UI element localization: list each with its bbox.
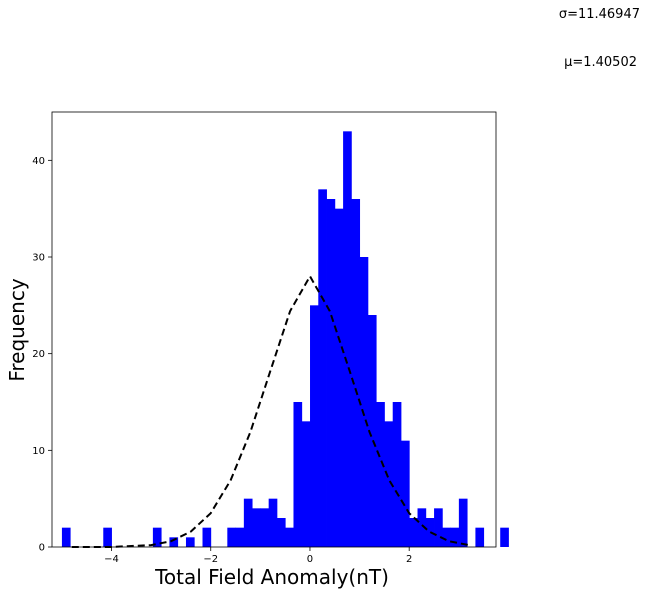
histogram-bars [61, 131, 509, 548]
y-tick-label: 0 [39, 543, 45, 554]
histogram-bar [384, 421, 394, 547]
histogram-bar [367, 315, 377, 547]
histogram-bar [235, 527, 245, 547]
histogram-bar [61, 527, 71, 547]
plot-frame [51, 111, 497, 548]
histogram-bar [500, 527, 509, 547]
histogram-bar [268, 498, 278, 547]
histogram-bar [293, 402, 303, 547]
histogram-bar [318, 189, 327, 548]
histogram-bar [285, 527, 294, 547]
histogram-bar [442, 527, 452, 547]
y-tick-label: 40 [32, 156, 45, 167]
y-axis-label: Frequency [5, 278, 29, 381]
histogram-bar [185, 537, 195, 547]
histogram-bar [260, 508, 270, 547]
x-tick-label: 0 [307, 554, 313, 565]
histogram-bar [400, 440, 410, 547]
x-tick-label: 2 [406, 554, 412, 565]
sigma-annotation: σ=11.46947 [559, 7, 640, 22]
histogram-bar [475, 527, 485, 547]
y-axis-ticks: 0 10 20 30 40 [32, 156, 52, 554]
histogram-bar [202, 527, 212, 547]
histogram-bar [301, 421, 311, 547]
mu-annotation: μ=1.40502 [564, 55, 637, 70]
y-tick-label: 30 [32, 253, 45, 264]
normal-fit-curve [71, 274, 469, 548]
x-tick-label: −4 [104, 554, 119, 565]
histogram-bar [169, 537, 179, 547]
histogram-bar [310, 305, 319, 547]
histogram-bar [152, 527, 162, 547]
histogram-bar [359, 257, 369, 547]
histogram-bar [409, 518, 418, 547]
histogram-bar [458, 498, 468, 547]
y-tick-label: 20 [32, 349, 45, 360]
histogram-bar [227, 527, 236, 547]
histogram-bar [392, 402, 402, 547]
histogram-bar [434, 508, 443, 547]
histogram-bar [103, 527, 112, 547]
histogram-bar [276, 518, 286, 547]
histogram-bar [252, 508, 261, 547]
histogram-bar [243, 498, 253, 547]
histogram-bar [450, 527, 460, 547]
x-axis-label: Total Field Anomaly(nT) [154, 565, 389, 589]
x-axis-ticks: −4 −2 0 2 [104, 547, 412, 565]
histogram-bar [343, 131, 352, 548]
histogram-bar [376, 402, 385, 547]
histogram-bar [351, 199, 361, 547]
histogram-bar [326, 199, 336, 547]
histogram-bar [334, 208, 344, 547]
x-tick-label: −2 [203, 554, 218, 565]
histogram-bar [417, 508, 427, 547]
y-tick-label: 10 [32, 446, 45, 457]
